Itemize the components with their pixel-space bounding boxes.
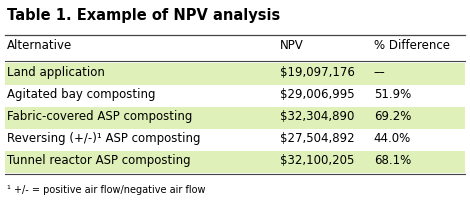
Text: 44.0%: 44.0%: [374, 131, 411, 144]
Text: Alternative: Alternative: [7, 39, 72, 52]
Bar: [5, 151, 465, 173]
Text: NPV: NPV: [280, 39, 304, 52]
Text: Tunnel reactor ASP composting: Tunnel reactor ASP composting: [7, 153, 191, 166]
Text: $27,504,892: $27,504,892: [280, 131, 354, 144]
Text: ––: ––: [374, 66, 385, 79]
Text: Land application: Land application: [7, 66, 105, 79]
Text: % Difference: % Difference: [374, 39, 450, 52]
Text: Agitated bay composting: Agitated bay composting: [7, 88, 156, 101]
Text: $32,100,205: $32,100,205: [280, 153, 354, 166]
Text: Reversing (+/-)¹ ASP composting: Reversing (+/-)¹ ASP composting: [7, 131, 201, 144]
Text: ¹ +/- = positive air flow/negative air flow: ¹ +/- = positive air flow/negative air f…: [7, 184, 205, 194]
Text: $19,097,176: $19,097,176: [280, 66, 354, 79]
Text: 51.9%: 51.9%: [374, 88, 411, 101]
Text: Fabric-covered ASP composting: Fabric-covered ASP composting: [7, 110, 192, 122]
Text: 68.1%: 68.1%: [374, 153, 411, 166]
Text: $29,006,995: $29,006,995: [280, 88, 354, 101]
Text: 69.2%: 69.2%: [374, 110, 411, 122]
Text: Table 1. Example of NPV analysis: Table 1. Example of NPV analysis: [7, 8, 280, 23]
Bar: [5, 64, 465, 86]
Text: $32,304,890: $32,304,890: [280, 110, 354, 122]
Bar: [5, 108, 465, 129]
